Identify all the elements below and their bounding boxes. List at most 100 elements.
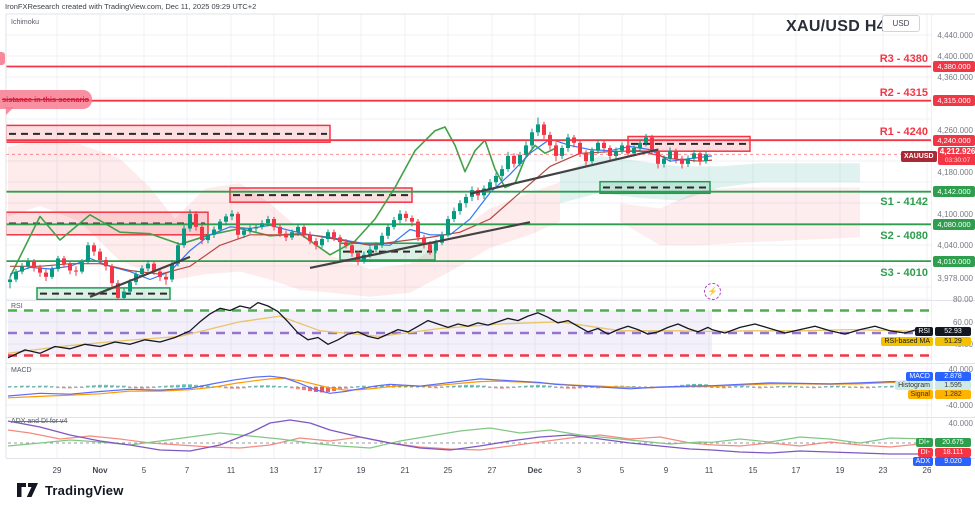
time-axis-tick: Nov — [92, 466, 108, 475]
time-axis-tick: 3 — [576, 466, 582, 475]
pane-label-adx[interactable]: ADX and DI for v4 — [11, 418, 68, 425]
indicator-badge-label: Signal — [907, 390, 933, 399]
time-axis-tick: 7 — [184, 466, 190, 475]
indicator-badge-label: MACD — [906, 372, 933, 381]
price-axis-tick: 4,440.000 — [937, 31, 973, 40]
time-axis-tick: Dec — [527, 466, 543, 475]
price-axis-tick: 4,180.000 — [937, 168, 973, 177]
rsi-pane — [7, 301, 931, 359]
ichimoku-cloud — [620, 187, 860, 246]
indicator-value-badge: DI- 18.111 — [917, 448, 971, 457]
frame-lines — [5, 13, 975, 459]
resistance-callout[interactable]: sistance in this scenario — [0, 90, 92, 115]
price-axis-tick: 60.00 — [952, 318, 973, 327]
level-label: S2 - 4080 — [880, 230, 928, 242]
time-axis-tick: 29 — [52, 466, 62, 475]
indicator-badge-value: 2.878 — [935, 372, 971, 381]
ichimoku-cloud — [8, 141, 330, 293]
macd-pane — [7, 375, 931, 399]
indicator-badge-label: DI+ — [915, 438, 933, 447]
level-price-badge: 4,240.000 — [933, 135, 975, 146]
level-label: S1 - 4142 — [880, 196, 928, 208]
level-label: S3 - 4010 — [880, 267, 928, 279]
price-axis-tick: 4,360.000 — [937, 73, 973, 82]
bar-countdown: 03:30:07 — [944, 157, 971, 164]
time-axis-tick: 27 — [487, 466, 497, 475]
indicator-badge-value: 1.595 — [935, 381, 971, 390]
tradingview-logo[interactable]: TradingView — [17, 482, 124, 498]
indicator-value-badge: Signal 1.282 — [907, 390, 971, 399]
indicator-value-badge: RSI 52.93 — [915, 327, 971, 336]
tradingview-brand-text: TradingView — [45, 482, 124, 498]
tradingview-mark-icon — [17, 483, 38, 497]
indicator-badge-value: 52.93 — [935, 327, 971, 336]
price-axis-tick: 80.00 — [952, 295, 973, 304]
indicator-badge-label: RSI-based MA — [881, 337, 933, 346]
main-pane — [6, 65, 931, 301]
time-axis-tick: 15 — [748, 466, 758, 475]
grid — [6, 14, 931, 458]
time-axis-tick: 25 — [443, 466, 453, 475]
level-price-badge: 4,380.000 — [933, 61, 975, 72]
indicator-value-badge: RSI-based MA 51.29 — [881, 337, 971, 346]
price-axis-tick: 4,100.000 — [937, 210, 973, 219]
indicator-badge-value: 1.282 — [935, 390, 971, 399]
time-axis-tick: 11 — [704, 466, 714, 475]
last-price-badge: XAUUSD 4,212.926 03:30:07 — [901, 147, 975, 165]
level-price-badge: 4,315.000 — [933, 95, 975, 106]
symbol-title: XAU/USD H4 — [786, 18, 886, 35]
pane-label-rsi[interactable]: RSI — [11, 303, 23, 310]
time-axis-tick: 19 — [835, 466, 845, 475]
time-axis-tick: 5 — [619, 466, 625, 475]
level-price-badge: 4,142.000 — [933, 186, 975, 197]
time-axis-tick: 9 — [663, 466, 669, 475]
candlestick-series — [8, 117, 708, 301]
level-label: R1 - 4240 — [879, 126, 928, 138]
indicator-badge-label: ADX — [912, 457, 933, 466]
price-axis-tick: 4,040.000 — [937, 241, 973, 250]
time-axis-tick: 26 — [922, 466, 932, 475]
time-axis[interactable]: 29 Nov 5 7 11 13 17 19 21 25 27 Dec 3 5 9 11 15 17 19 23 26 — [0, 462, 975, 507]
indicator-badge-value: 51.29 — [935, 337, 971, 346]
indicator-badge-value: 9.020 — [935, 457, 971, 466]
symbol-tag: XAUUSD — [901, 151, 937, 162]
time-axis-tick: 17 — [791, 466, 801, 475]
level-price-badge: 4,010.000 — [933, 256, 975, 267]
indicator-label-ichimoku[interactable]: Ichimoku — [11, 19, 40, 26]
indicator-value-badge: Histogram 1.595 — [895, 381, 971, 390]
price-axis-tick: 40.000 — [948, 419, 973, 428]
level-label: R2 - 4315 — [879, 87, 928, 99]
indicator-badge-value: 18.111 — [935, 448, 971, 457]
lightning-marker-icon[interactable]: ⚡ — [704, 283, 721, 300]
price-axis-tick: 4,260.000 — [937, 126, 973, 135]
resistance-callout-text: sistance in this scenario — [2, 95, 90, 104]
indicator-badge-label: Histogram — [895, 381, 933, 390]
ichimoku-cloud — [330, 182, 560, 297]
price-axis-tick: -40.000 — [945, 401, 973, 410]
indicator-badge-label: RSI — [915, 327, 933, 336]
currency-button[interactable]: USD — [882, 15, 920, 32]
indicator-value-badge: ADX 9.020 — [912, 457, 971, 466]
clipped-drawing-fragment — [0, 52, 5, 65]
time-axis-tick: 21 — [400, 466, 410, 475]
price-axis-tick: 4,400.000 — [937, 52, 973, 61]
adx-pane — [7, 419, 931, 455]
level-price-badge: 4,080.000 — [933, 219, 975, 230]
time-axis-tick: 17 — [313, 466, 323, 475]
time-axis-tick: 23 — [878, 466, 888, 475]
level-label: R3 - 4380 — [879, 53, 928, 65]
time-axis-tick: 5 — [141, 466, 147, 475]
pane-label-macd[interactable]: MACD — [11, 367, 32, 374]
time-axis-tick: 13 — [269, 466, 279, 475]
indicator-badge-label: DI- — [917, 448, 933, 457]
last-price-value: 4,212.926 — [939, 147, 975, 156]
indicator-badge-value: 20.675 — [935, 438, 971, 447]
indicator-value-badge: MACD 2.878 — [906, 372, 971, 381]
price-axis-tick: 40.000 — [948, 365, 973, 374]
price-axis-tick: 3,978.000 — [937, 274, 973, 283]
chart-credit: IronFXResearch created with TradingView.… — [5, 2, 257, 11]
time-axis-tick: 11 — [226, 466, 236, 475]
indicator-value-badge: DI+ 20.675 — [915, 438, 971, 447]
